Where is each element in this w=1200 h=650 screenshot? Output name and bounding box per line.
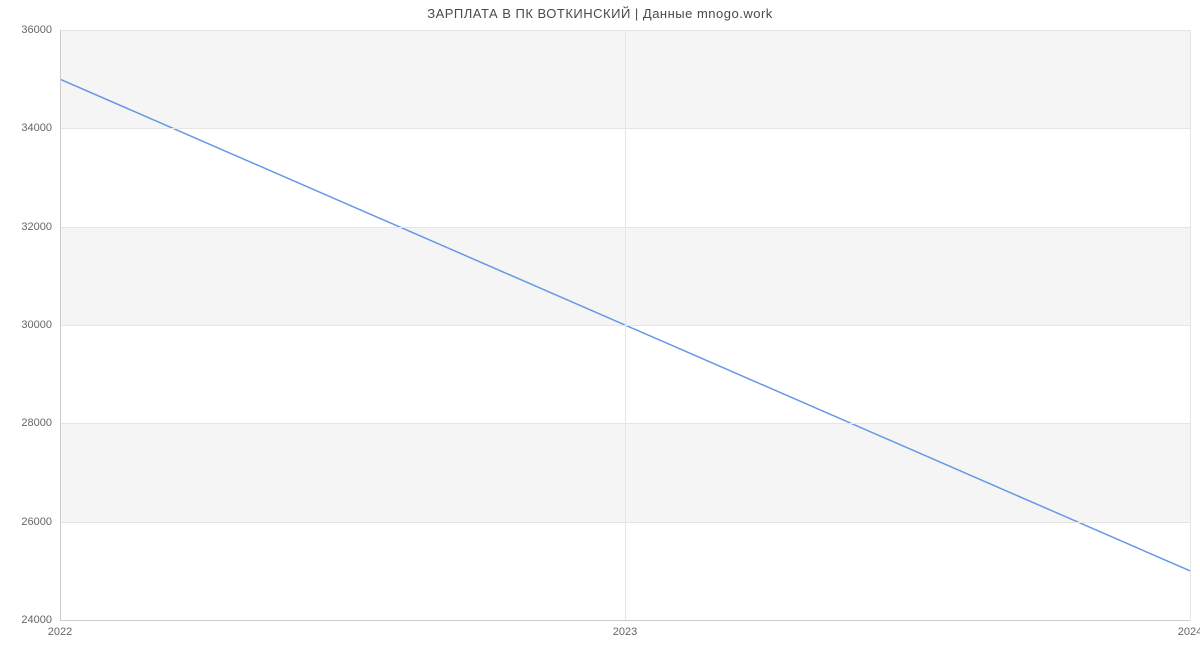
y-tick-label: 26000 — [21, 516, 52, 528]
x-tick-label: 2024 — [1178, 626, 1200, 638]
x-tick-label: 2023 — [613, 626, 637, 638]
chart-container: ЗАРПЛАТА В ПК ВОТКИНСКИЙ | Данные mnogo.… — [0, 0, 1200, 650]
gridline-vertical — [625, 30, 626, 620]
y-tick-label: 34000 — [21, 122, 52, 134]
y-tick-label: 30000 — [21, 319, 52, 331]
y-tick-label: 28000 — [21, 417, 52, 429]
gridline-horizontal — [60, 620, 1190, 621]
gridline-vertical — [1190, 30, 1191, 620]
y-tick-label: 36000 — [21, 24, 52, 36]
y-tick-label: 32000 — [21, 221, 52, 233]
gridline-vertical — [60, 30, 61, 620]
y-tick-label: 24000 — [21, 614, 52, 626]
chart-title: ЗАРПЛАТА В ПК ВОТКИНСКИЙ | Данные mnogo.… — [0, 6, 1200, 21]
x-tick-label: 2022 — [48, 626, 72, 638]
plot-area: 2400026000280003000032000340003600020222… — [60, 30, 1190, 620]
